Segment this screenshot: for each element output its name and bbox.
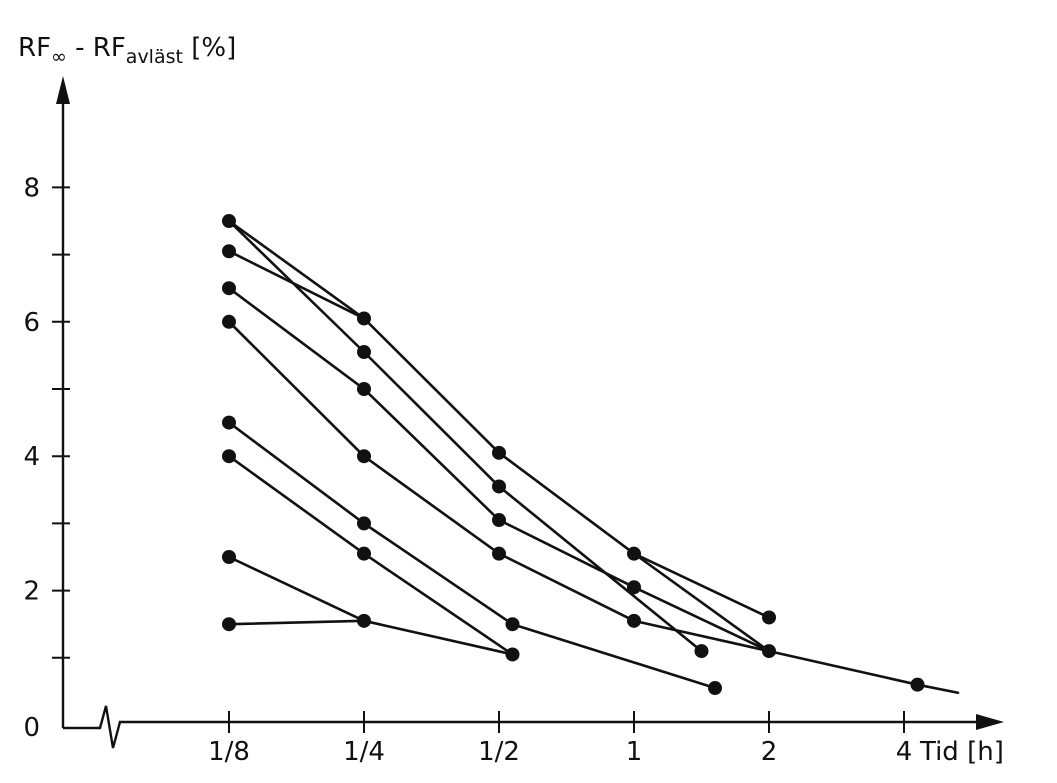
data-point [762, 610, 776, 625]
x-tick-label: 4 [896, 737, 913, 767]
x-tick-label: 1/8 [208, 737, 250, 767]
data-point [505, 617, 520, 632]
data-point [708, 681, 722, 696]
y-tick-label: 0 [23, 713, 40, 743]
data-point [357, 449, 371, 464]
data-point [492, 513, 506, 528]
data-point [627, 613, 641, 628]
series-line-6 [227, 421, 717, 690]
data-point [492, 445, 506, 460]
data-point [357, 382, 371, 396]
x-tick-label: 2 [761, 737, 778, 767]
data-point [222, 415, 236, 430]
y-tick-label: 6 [23, 308, 40, 338]
x-tick-label: 1/4 [343, 737, 385, 767]
data-point [492, 479, 506, 494]
x-tick-label: 1 [626, 737, 643, 767]
data-point [222, 617, 236, 632]
data-point [222, 550, 236, 564]
data-point [762, 644, 776, 659]
data-point [910, 677, 925, 692]
data-point [357, 546, 371, 561]
data-point [357, 613, 371, 628]
series-line-8 [227, 555, 366, 623]
series-line-4 [227, 286, 919, 687]
data-point [222, 314, 236, 329]
data-point [627, 580, 641, 595]
x-tick-label: 1/2 [478, 737, 520, 767]
y-tick-label: 4 [23, 442, 40, 472]
series [222, 214, 960, 696]
data-point [627, 546, 641, 561]
data-point [694, 644, 709, 659]
data-point [357, 516, 371, 531]
data-point [492, 546, 506, 561]
ticks: 1/8 1/4 1/2 1 2 4 0 2 4 6 8 [23, 173, 912, 767]
x-axis-label: Tid [h] [919, 737, 1004, 767]
data-point [357, 311, 371, 326]
data-point [222, 214, 236, 228]
y-axis-label: RF∞ - RFavläst [%] [18, 33, 236, 68]
data-point [222, 244, 236, 259]
x-axis-line [63, 705, 990, 749]
series-line-10 [632, 552, 771, 653]
series-line-1 [227, 219, 703, 653]
data-point [222, 449, 236, 464]
x-axis-arrowhead [976, 714, 1004, 730]
data-point [222, 281, 236, 296]
data-point [357, 345, 371, 360]
y-tick-label: 8 [23, 173, 40, 203]
data-point [505, 647, 520, 662]
axes [56, 76, 1004, 749]
series-line-3 [227, 249, 366, 320]
y-axis-arrowhead [56, 76, 70, 104]
y-tick-label: 2 [23, 577, 40, 607]
